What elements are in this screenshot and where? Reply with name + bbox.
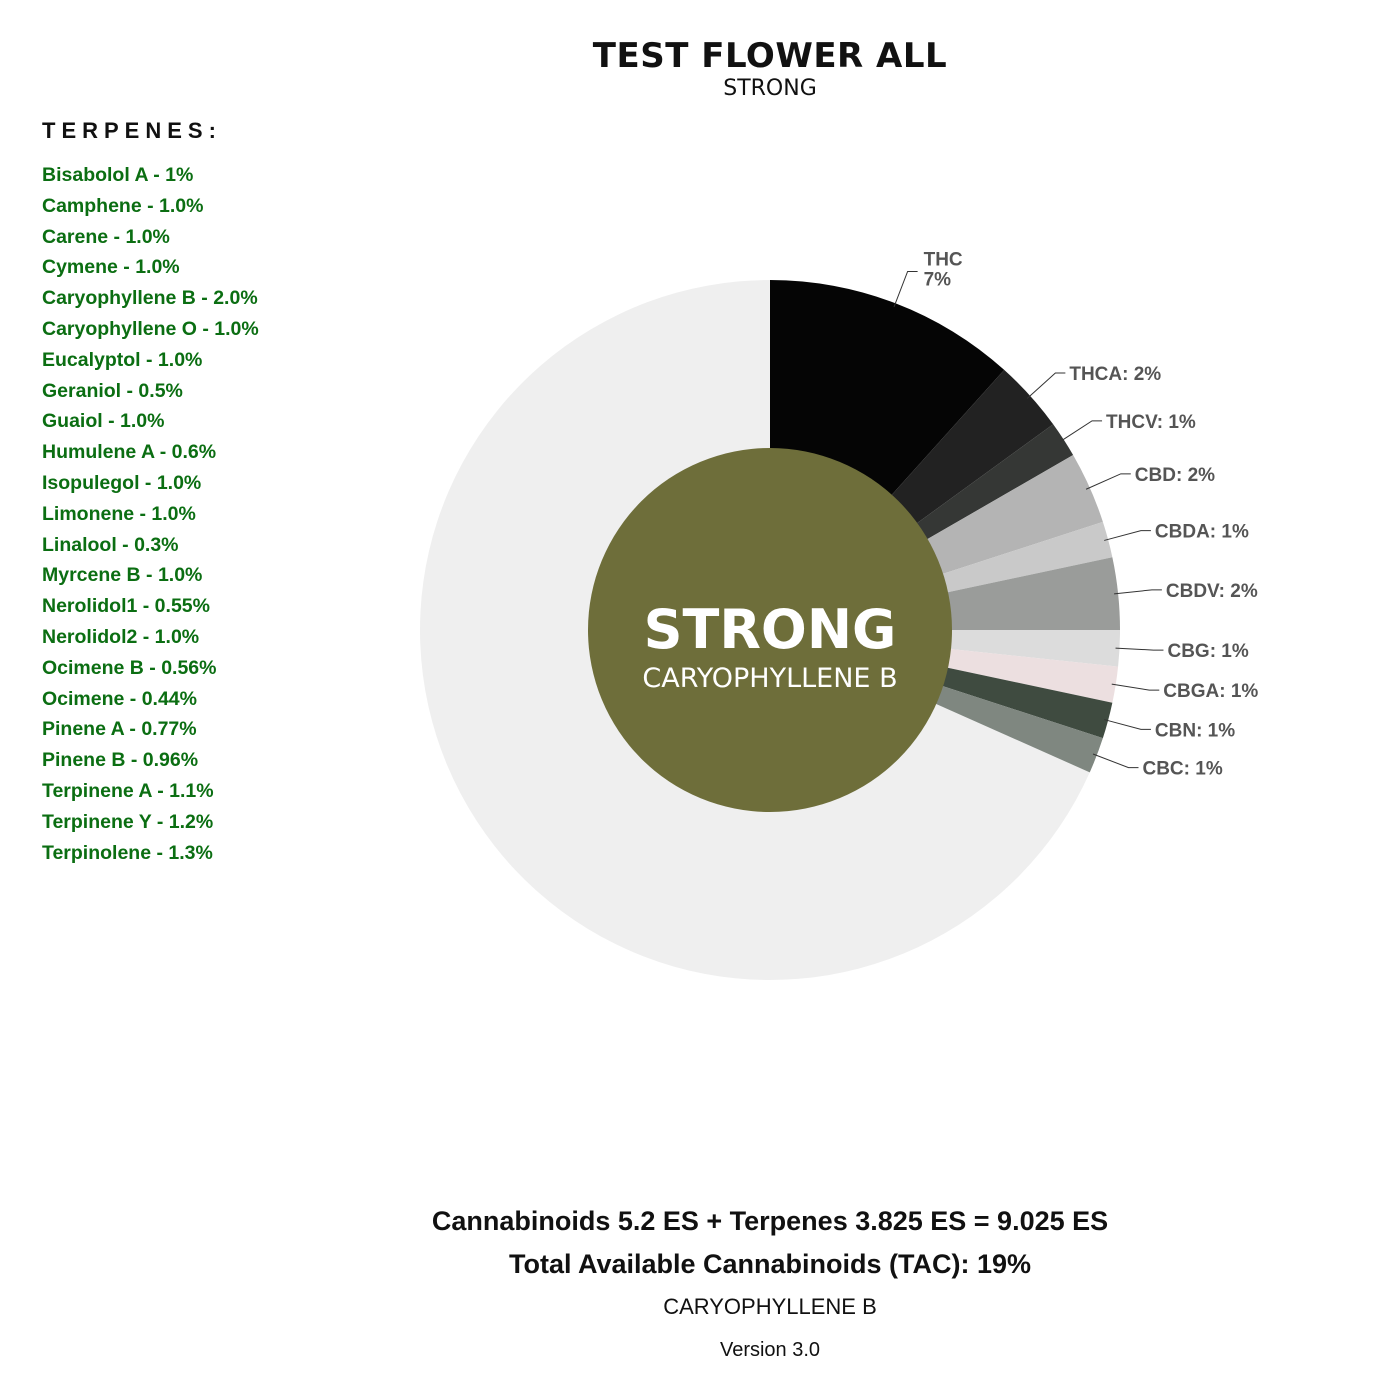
slice-label-cbda: CBDA: 1% <box>1155 522 1249 543</box>
terpene-item: Humulene A - 0.6% <box>42 441 217 464</box>
terpene-item: Terpinene Y - 1.2% <box>42 810 214 833</box>
center-circle <box>588 448 952 812</box>
terpene-item: Camphene - 1.0% <box>42 194 204 217</box>
leader-line-cbd <box>1085 473 1131 490</box>
es-formula: Cannabinoids 5.2 ES + Terpenes 3.825 ES … <box>431 1206 1109 1236</box>
terpene-item: Guaiol - 1.0% <box>42 410 165 433</box>
slice-label-cbn: CBN: 1% <box>1155 720 1235 741</box>
terpene-item: Limonene - 1.0% <box>42 502 196 525</box>
leader-line-cbga <box>1111 683 1160 691</box>
terpene-item: Terpinene A - 1.1% <box>42 779 214 802</box>
leader-line-cbdv <box>1114 589 1162 595</box>
leader-line-cbda <box>1104 530 1151 541</box>
dominant-terpene: CARYOPHYLLENE B <box>663 1294 877 1319</box>
terpene-item: Nerolidol2 - 1.0% <box>42 625 200 648</box>
chart-title: TEST FLOWER ALL <box>592 36 948 76</box>
terpene-item: Ocimene B - 0.56% <box>42 656 217 679</box>
version-label: Version 3.0 <box>719 1339 821 1361</box>
leader-line-thc <box>893 271 918 308</box>
cannabinoid-pie-chart: THC 7% THCA: 2% THCV: 1% CBD: 2% CBDA: 1% CBDV… <box>420 250 1258 980</box>
terpene-item: Linalool - 0.3% <box>42 533 179 556</box>
slice-label-cbd: CBD: 2% <box>1135 465 1215 486</box>
terpene-item: Terpinolene - 1.3% <box>42 841 213 864</box>
terpene-item: Nerolidol1 - 0.55% <box>42 595 210 618</box>
leader-line-thcv <box>1059 420 1103 442</box>
terpenes-heading: TERPENES: <box>42 118 222 143</box>
terpene-item: Isopulegol - 1.0% <box>42 471 202 494</box>
leader-line-cbc <box>1092 753 1139 769</box>
leader-line-thca <box>1026 372 1066 399</box>
slice-label-cbc: CBC: 1% <box>1142 759 1222 780</box>
terpene-item: Cymene - 1.0% <box>42 256 180 279</box>
terpene-item: Carene - 1.0% <box>42 225 170 248</box>
terpene-item: Geraniol - 0.5% <box>42 379 183 402</box>
terpene-item: Pinene A - 0.77% <box>42 718 197 741</box>
slice-label-cbga: CBGA: 1% <box>1163 681 1258 702</box>
terpene-item: Caryophyllene B - 2.0% <box>42 287 258 310</box>
leader-line-cbg <box>1115 647 1164 651</box>
terpene-list: Bisabolol A - 1% Camphene - 1.0% Carene - … <box>42 160 259 868</box>
slice-label-cbdv: CBDV: 2% <box>1166 581 1258 602</box>
slice-label-thca: THCA: 2% <box>1069 364 1161 385</box>
terpene-item: Myrcene B - 1.0% <box>42 564 203 587</box>
center-dominant-terpene: CARYOPHYLLENE B <box>642 663 897 694</box>
terpene-item: Pinene B - 0.96% <box>42 749 199 772</box>
leader-line-cbn <box>1104 719 1151 730</box>
slice-label-cbg: CBG: 1% <box>1167 641 1248 662</box>
chart-subtitle: STRONG <box>723 76 817 101</box>
slice-labels: THC 7% THCA: 2% THCV: 1% CBD: 2% CBDA: 1% CBDV… <box>893 250 1258 780</box>
tac-summary: Total Available Cannabinoids (TAC): 19% <box>508 1249 1032 1279</box>
center-strength-label: STRONG <box>644 598 897 661</box>
slice-label-thcv: THCV: 1% <box>1106 412 1196 433</box>
terpene-item: Ocimene - 0.44% <box>42 687 197 710</box>
terpene-item: Eucalyptol - 1.0% <box>42 348 203 371</box>
slice-label-thc: THC 7% <box>924 250 963 291</box>
terpene-item: Caryophyllene O - 1.0% <box>42 317 259 340</box>
terpene-item: Bisabolol A - 1% <box>42 164 194 186</box>
